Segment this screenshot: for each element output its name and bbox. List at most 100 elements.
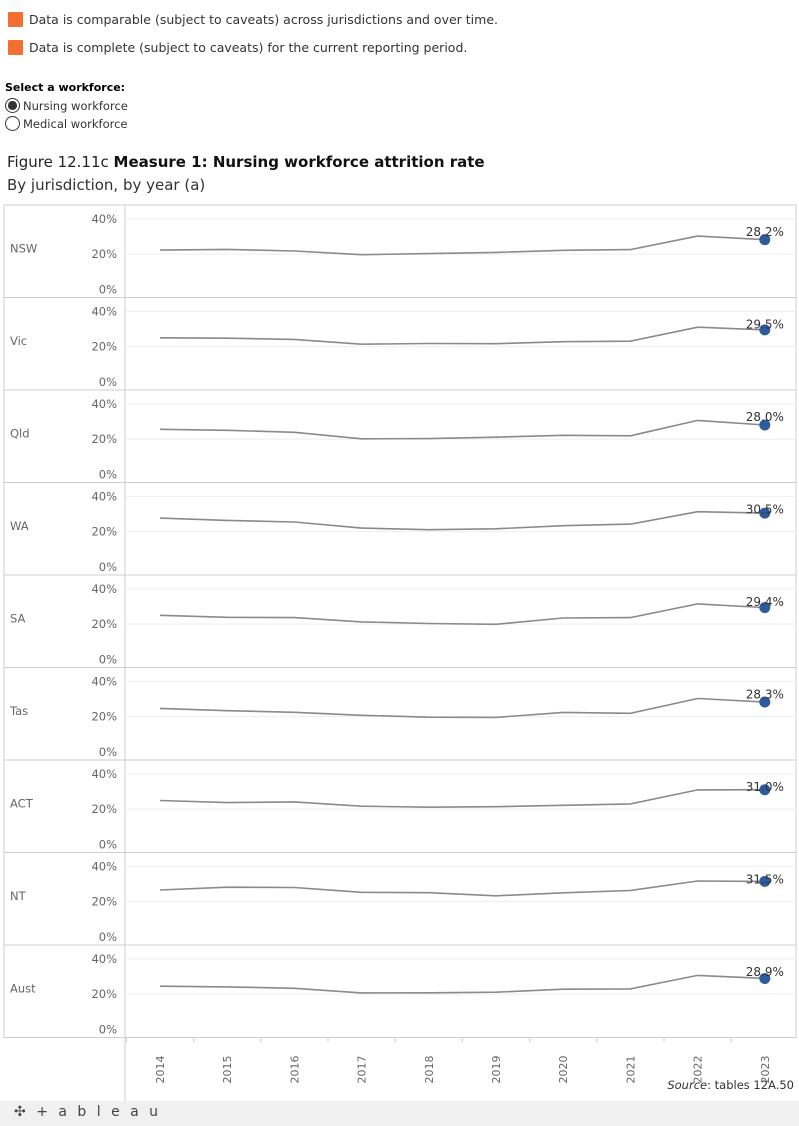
x-tick-label: 2017 [356,1056,369,1084]
data-label-2023: 28.9% [746,965,784,979]
row-label-act: ACT [10,796,34,810]
orange-square-icon [8,12,23,27]
data-point-2023 [759,507,771,519]
legend-item-complete: Data is complete (subject to caveats) fo… [8,40,467,55]
data-label-2023: 28.0% [746,410,784,424]
radio-button-unchecked-icon[interactable] [5,116,20,131]
panel-sa: 40% 20% 0% SA 29.4% [4,574,796,667]
x-tick-label: 2020 [557,1056,570,1084]
data-point-2023 [759,875,771,887]
panel-wa: 40% 20% 0% WA 30.5% [4,482,796,574]
y-tick-label: 20% [91,340,117,354]
data-label-2023: 30.5% [746,503,784,517]
y-tick-label: 0% [99,375,117,389]
y-tick-label: 20% [91,617,117,631]
x-tick-label: 2022 [692,1056,705,1084]
data-label-2023: 28.2% [746,225,784,239]
data-point-2023 [759,324,771,336]
figure-number: Figure 12.11c [7,153,109,171]
y-tick-label: 20% [91,802,117,816]
y-tick-label: 0% [99,1023,117,1037]
y-tick-label: 20% [91,895,117,909]
row-label-qld: Qld [10,426,30,440]
y-tick-label: 40% [91,212,117,226]
y-tick-label: 0% [99,560,117,574]
y-tick-label: 20% [91,432,117,446]
panel-vic: 40% 20% 0% Vic 29.5% [4,297,796,389]
y-tick-label: 0% [99,653,117,667]
radio-label-nursing: Nursing workforce [23,98,128,113]
y-tick-label: 40% [91,582,117,596]
y-tick-label: 40% [91,489,117,503]
x-tick-label: 2014 [154,1056,167,1084]
legend-item-comparable: Data is comparable (subject to caveats) … [8,12,498,27]
x-tick-label: 2023 [759,1056,772,1084]
radio-label-medical: Medical workforce [23,116,128,131]
x-tick-label: 2016 [288,1056,301,1084]
data-point-2023 [759,696,771,708]
source-prefix: Source [667,1078,708,1092]
y-tick-label: 40% [91,952,117,966]
data-point-2023 [759,234,771,246]
figure-subtitle: By jurisdiction, by year (a) [7,176,206,194]
y-tick-label: 40% [91,397,117,411]
source-text: : tables 12A.50 [707,1078,794,1092]
data-point-2023 [759,419,771,431]
row-label-wa: WA [10,519,29,533]
data-label-2023: 31.0% [746,780,784,794]
panel-qld: 40% 20% 0% Qld 28.0% [4,389,796,482]
x-tick-label: 2019 [490,1056,503,1084]
series-line-nsw [159,235,765,256]
y-tick-label: 40% [91,674,117,688]
data-point-2023 [759,602,771,614]
panel-aust: 40% 20% 0% Aust 28.9% [4,944,796,1037]
y-tick-label: 20% [91,525,117,539]
data-label-2023: 31.5% [746,873,784,887]
y-tick-label: 40% [91,859,117,873]
figure-measure-title: Measure 1: Nursing workforce attrition r… [113,153,485,171]
y-tick-label: 40% [91,767,117,781]
series-line-wa [159,510,765,531]
panel-nt: 40% 20% 0% NT 31.5% [4,852,796,944]
tableau-logo-text: + a b l e a u [36,1104,162,1120]
tableau-cross-icon: ✣ [14,1104,29,1120]
row-label-nsw: NSW [10,241,37,255]
radio-option-medical[interactable]: Medical workforce [5,116,128,131]
figure-title: Figure 12.11c Measure 1: Nursing workfor… [7,153,485,171]
series-line-tas [159,697,765,719]
y-tick-label: 0% [99,930,117,944]
row-label-tas: Tas [9,704,28,718]
series-line-nt [159,880,765,897]
data-label-2023: 29.4% [746,595,784,609]
y-tick-label: 40% [91,304,117,318]
x-tick-label: 2018 [423,1056,436,1084]
series-line-act [159,788,765,809]
y-tick-label: 0% [99,745,117,759]
series-line-vic [159,326,765,346]
workforce-selector-title: Select a workforce: [5,81,126,94]
x-tick-label: 2021 [624,1056,637,1084]
row-label-aust: Aust [10,981,36,995]
chart-frame [3,204,797,1038]
series-line-qld [159,419,765,440]
data-point-2023 [759,784,771,796]
y-tick-label: 20% [91,247,117,261]
y-tick-label: 20% [91,710,117,724]
tableau-logo[interactable]: ✣ + a b l e a u [14,1104,161,1120]
radio-button-checked-icon[interactable] [5,98,20,113]
y-tick-label: 0% [99,838,117,852]
panel-nsw: 40% 20% 0% NSW 28.2% [10,212,796,297]
y-tick-label: 0% [99,468,117,482]
legend-label-complete: Data is complete (subject to caveats) fo… [29,40,468,55]
orange-square-icon [8,40,23,55]
row-label-nt: NT [10,889,27,903]
y-tick-label: 0% [99,283,117,297]
data-label-2023: 28.3% [746,688,784,702]
row-label-vic: Vic [10,334,27,348]
data-point-2023 [759,972,771,984]
series-line-sa [159,603,765,626]
panel-tas: 40% 20% 0% Tas 28.3% [4,667,796,759]
data-label-2023: 29.5% [746,318,784,332]
radio-option-nursing[interactable]: Nursing workforce [5,98,128,113]
